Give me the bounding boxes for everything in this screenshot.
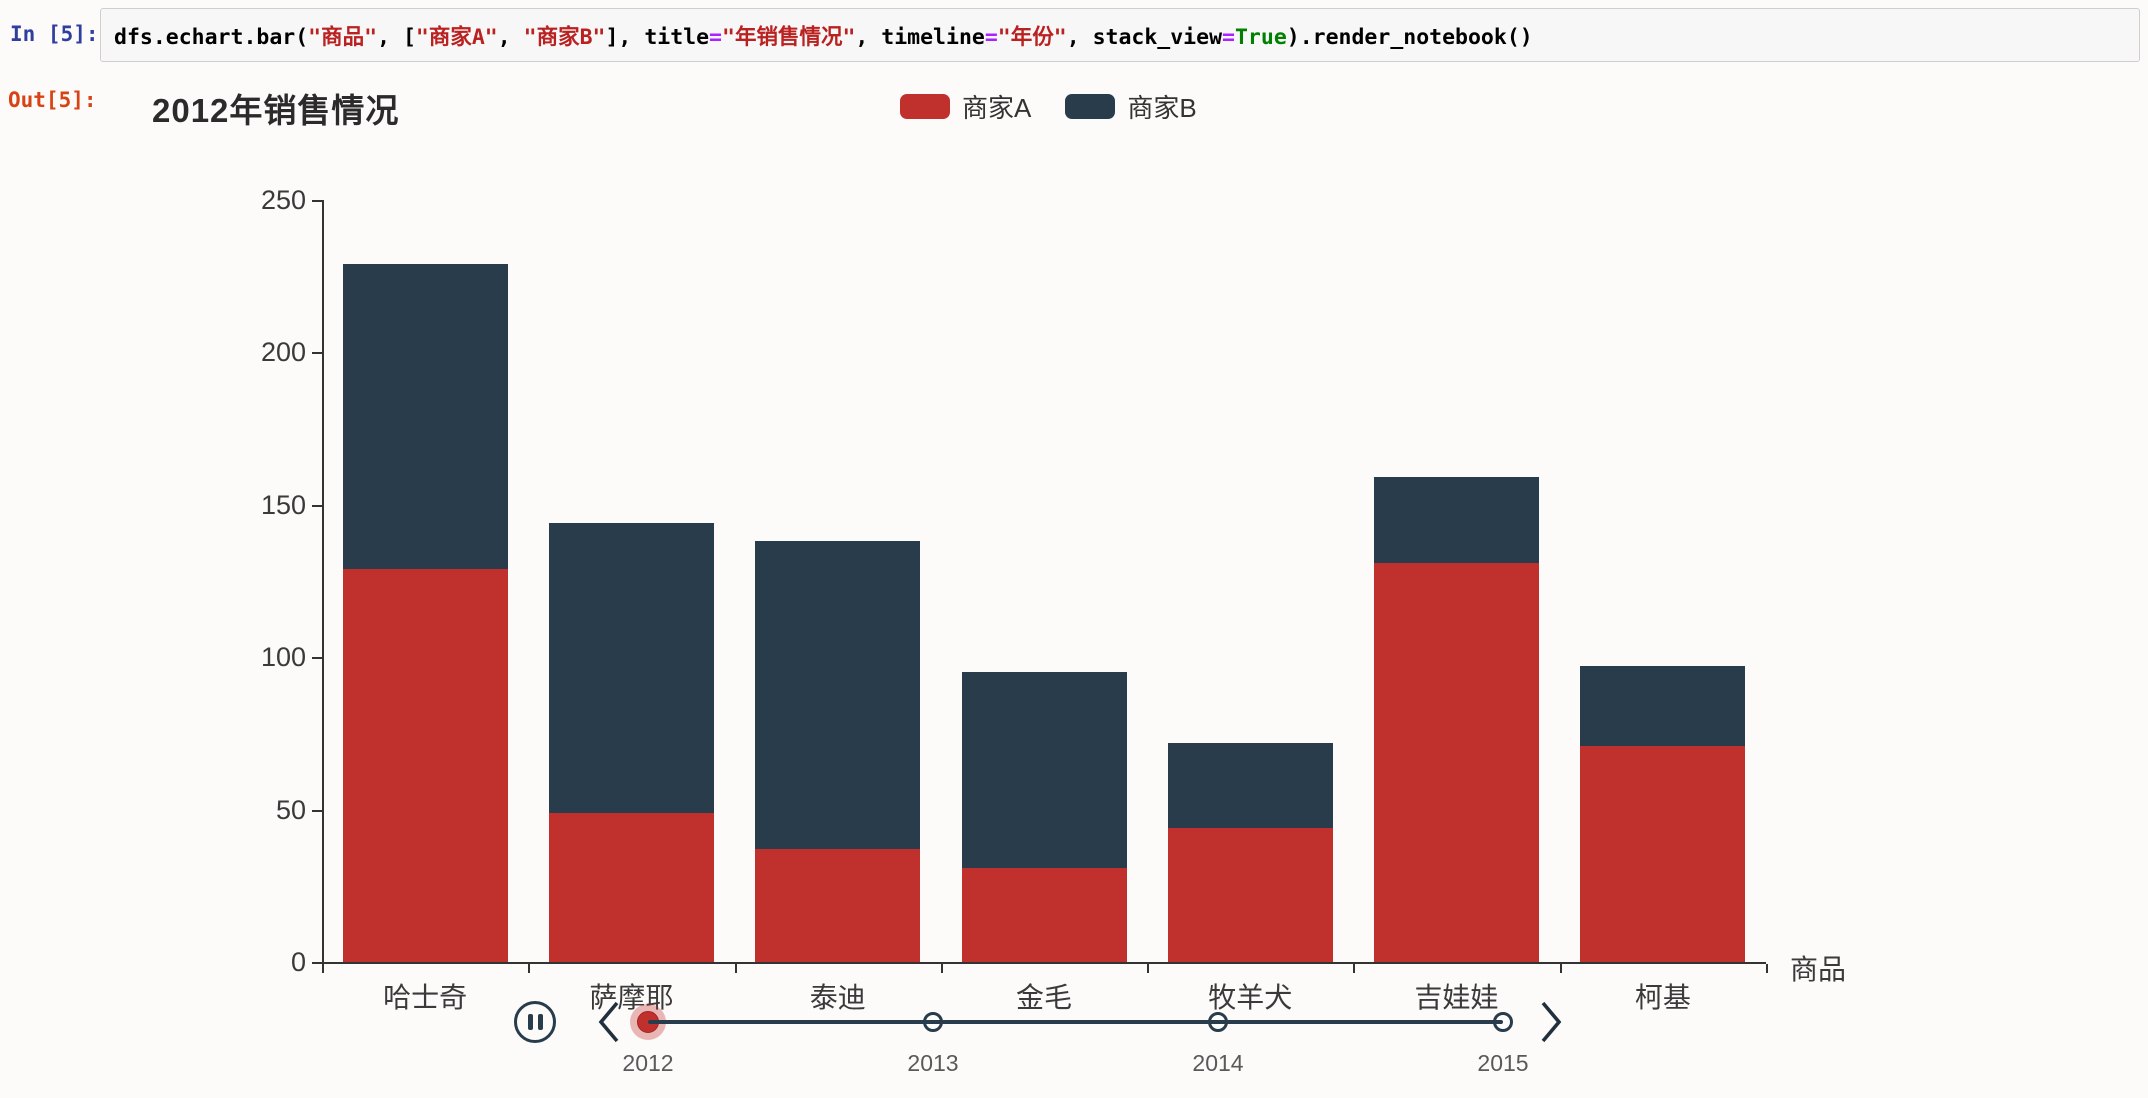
x-axis-tick	[1559, 964, 1562, 973]
bar-segment-商家B-萨摩耶[interactable]	[548, 523, 714, 813]
bar-segment-商家B-柯基[interactable]	[1580, 666, 1746, 746]
y-axis-label: 150	[260, 489, 306, 520]
y-axis-tick	[312, 200, 322, 202]
bar-segment-商家A-柯基[interactable]	[1580, 745, 1746, 962]
bar-segment-商家B-牧羊犬[interactable]	[1167, 742, 1333, 828]
x-axis-category-label: 萨摩耶	[589, 982, 674, 1013]
code-token-keyword: True	[1234, 24, 1287, 50]
code-token-plain: ).render_notebook()	[1286, 24, 1533, 50]
chart-title: 2012年销售情况	[152, 92, 400, 129]
timeline-year-label[interactable]: 2015	[1477, 1050, 1529, 1076]
y-axis-tick	[312, 657, 322, 660]
bar-segment-商家A-泰迪[interactable]	[755, 849, 921, 962]
code-token-operator: =	[1222, 24, 1235, 50]
legend-item[interactable]: 商家A	[900, 88, 1031, 125]
bar-segment-商家A-金毛[interactable]	[961, 867, 1127, 962]
y-axis-line	[322, 200, 324, 964]
input-prompt: In [5]:	[10, 22, 99, 46]
code-token-string: "商家B"	[523, 24, 606, 50]
timeline-year-label[interactable]: 2013	[907, 1050, 959, 1076]
bar-segment-商家A-哈士奇[interactable]	[342, 568, 508, 962]
y-axis-tick	[312, 504, 322, 507]
timeline-pause-button[interactable]	[514, 1001, 556, 1043]
code-token-plain: dfs.echart.bar(	[114, 24, 309, 50]
timeline-year-label[interactable]: 2014	[1192, 1050, 1244, 1076]
pause-icon	[537, 1014, 543, 1030]
code-token-plain: ,	[497, 24, 524, 50]
y-axis-label: 0	[290, 947, 306, 977]
bar-segment-商家A-牧羊犬[interactable]	[1167, 827, 1333, 962]
bar-segment-商家B-泰迪[interactable]	[755, 541, 921, 850]
x-axis-category-label: 金毛	[1015, 982, 1072, 1013]
timeline-next-button chevron-right-icon[interactable]	[1538, 1000, 1564, 1044]
code-token-string: "商家A"	[415, 24, 498, 50]
y-axis-label: 100	[260, 642, 306, 673]
legend-label: 商家B	[1127, 93, 1197, 123]
code-token-plain: , stack_view	[1066, 24, 1223, 50]
x-axis-tick	[1147, 964, 1150, 973]
x-axis-tick	[940, 964, 943, 973]
timeline-prev-button chevron-left-icon[interactable]	[596, 1000, 622, 1044]
legend-item[interactable]: 商家B	[1065, 88, 1197, 125]
bar-segment-商家B-哈士奇[interactable]	[342, 264, 508, 569]
x-axis-category-label: 哈士奇	[383, 982, 468, 1013]
code-token-string: "商品"	[308, 24, 378, 50]
code-token-operator: =	[709, 24, 722, 50]
y-axis-tick	[312, 962, 322, 964]
bar-segment-商家B-金毛[interactable]	[961, 672, 1127, 868]
x-axis-category-label: 牧羊犬	[1208, 982, 1293, 1013]
x-axis-tick	[528, 964, 531, 973]
code-token-operator: =	[984, 24, 998, 50]
code-token-string: "年份"	[997, 24, 1067, 50]
y-axis-label: 200	[260, 337, 306, 368]
y-axis-label: 50	[275, 794, 306, 825]
code-token-plain: , [	[377, 24, 416, 50]
y-axis-tick	[312, 352, 322, 355]
x-axis-name: 商品	[1790, 954, 1847, 985]
code-cell[interactable]: dfs.echart.bar("商品", ["商家A", "商家B"], tit…	[100, 8, 2140, 62]
code-token-string: "年销售情况"	[722, 24, 856, 50]
chart-legend: 商家A 商家B	[900, 88, 1197, 125]
x-axis-category-label: 柯基	[1634, 982, 1691, 1013]
output-prompt: Out[5]:	[8, 88, 97, 112]
legend-label: 商家A	[962, 93, 1032, 123]
y-axis-label: 250	[260, 185, 306, 215]
code-line[interactable]: dfs.echart.bar("商品", ["商家A", "商家B"], tit…	[114, 20, 1533, 51]
pause-icon	[527, 1014, 533, 1030]
y-axis-tick	[312, 809, 322, 812]
timeline-year-label[interactable]: 2012	[622, 1050, 674, 1076]
code-token-plain: , timeline	[855, 24, 985, 50]
x-axis-tick	[734, 964, 737, 973]
timeline-track[interactable]	[648, 1020, 1503, 1024]
x-axis-tick	[1766, 964, 1768, 973]
legend-swatch	[900, 94, 950, 119]
legend-swatch	[1065, 94, 1116, 119]
x-axis-tick	[1353, 964, 1356, 973]
x-axis-category-label: 泰迪	[809, 982, 866, 1013]
bar-segment-商家A-萨摩耶[interactable]	[548, 812, 714, 962]
code-token-plain: ], title	[605, 24, 710, 50]
x-axis-line	[322, 962, 1766, 964]
bar-segment-商家B-吉娃娃[interactable]	[1374, 477, 1540, 563]
x-axis-category-label: 吉娃娃	[1414, 982, 1499, 1013]
bar-segment-商家A-吉娃娃[interactable]	[1374, 562, 1540, 962]
x-axis-tick	[322, 964, 324, 973]
